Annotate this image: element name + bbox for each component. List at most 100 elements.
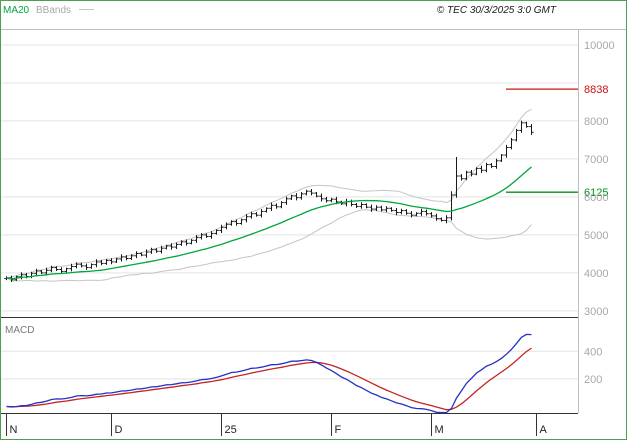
ohlc-bar [134,251,139,259]
macd-signal-line [6,347,532,411]
legend-bbands-label: BBands [36,5,71,16]
ohlc-bar [84,263,89,270]
ohlc-bar [109,258,114,265]
ohlc-bar [249,211,254,219]
ohlc-bar [449,191,454,221]
ma20-overlay [6,166,532,280]
ohlc-bar [294,193,299,201]
ohlc-bar [214,229,219,235]
ohlc-bar [464,170,469,181]
ohlc-bar [104,258,109,265]
ohlc-bar [499,154,504,162]
ohlc-bar [319,193,324,202]
macd-panel: 400 200 [0,333,602,414]
ohlc-bar [244,214,249,223]
ohlc-bar [514,128,519,142]
macd-line [6,333,532,414]
ohlc-bar [519,120,524,133]
ohlc-bar [299,192,304,200]
ohlc-bar [389,207,394,212]
ohlc-bar [69,263,74,272]
price-axis-label: 6000 [584,192,608,204]
ohlc-bar [359,202,364,209]
ohlc-bar [239,218,244,225]
ohlc-bar [374,205,379,211]
ohlc-bar [159,245,164,254]
ohlc-bar [264,207,269,213]
ohlc-bar [54,266,59,271]
ohlc-bar [454,157,459,198]
ohlc-bar [39,269,44,275]
legend-ma20-label: MA20 [3,5,30,16]
ohlc-bar [79,262,84,268]
ohlc-bar [304,189,309,196]
ohlc-bar [364,203,369,209]
ohlc-bar [274,203,279,209]
ohlc-bar [484,162,489,173]
macd-panel-label: MACD [5,325,34,336]
candlesticks [4,120,534,282]
ohlc-bar [279,201,284,209]
ohlc-bar [434,213,439,221]
price-axis-label: 4000 [584,268,608,280]
ohlc-bar [394,208,399,216]
support-resistance-levels: 8838 6125 [506,84,608,199]
ohlc-bar [99,260,104,266]
ohlc-bar [224,222,229,230]
ohlc-bar [509,138,514,150]
ohlc-bar [64,267,69,273]
ohlc-bar [529,124,534,135]
ohlc-bar [504,144,509,158]
ohlc-bar [289,194,294,200]
ohlc-bar [179,240,184,246]
bb-upper-line [6,108,532,279]
ohlc-bar [229,220,234,226]
ohlc-bar [114,257,119,263]
ohlc-bar [184,239,189,246]
ohlc-bar [254,212,259,217]
support-level-label: 6125 [584,187,608,199]
price-gridlines [0,44,578,312]
ohlc-bar [199,233,204,240]
ma20-line [6,166,532,280]
ohlc-bar [494,158,499,169]
ohlc-bar [469,170,474,177]
ohlc-bar [474,167,479,176]
ohlc-bar [209,231,214,239]
ohlc-bar [369,204,374,212]
month-label: N [10,424,18,436]
ohlc-bar [169,243,174,250]
ohlc-bar [414,212,419,217]
month-label: M [435,424,444,436]
ohlc-bar [479,165,484,173]
ohlc-bar [149,247,154,254]
ohlc-bar [194,234,199,243]
ohlc-bar [34,268,39,276]
price-axis-label: 10000 [584,40,615,52]
ohlc-bar [129,254,134,260]
ohlc-bar [74,262,79,269]
ohlc-bar [314,192,319,198]
ohlc-bar [404,209,409,215]
resistance-level-label: 8838 [584,84,608,96]
ohlc-bar [354,203,359,208]
ohlc-bar [19,272,24,280]
ohlc-bar [324,196,329,203]
month-label: D [115,424,123,436]
ohlc-bar [329,197,334,203]
ohlc-bar [119,254,124,262]
month-label: A [540,424,548,436]
month-label: 25 [225,424,237,436]
ohlc-bar [259,209,264,218]
ohlc-bar [204,233,209,238]
ohlc-bar [49,265,54,273]
ohlc-bar [284,196,289,205]
price-axis-label: 8000 [584,116,608,128]
ohlc-bar [439,217,444,222]
ohlc-bar [489,163,494,169]
copyright-note: © TEC 30/3/2025 3:0 GMT [437,5,557,16]
